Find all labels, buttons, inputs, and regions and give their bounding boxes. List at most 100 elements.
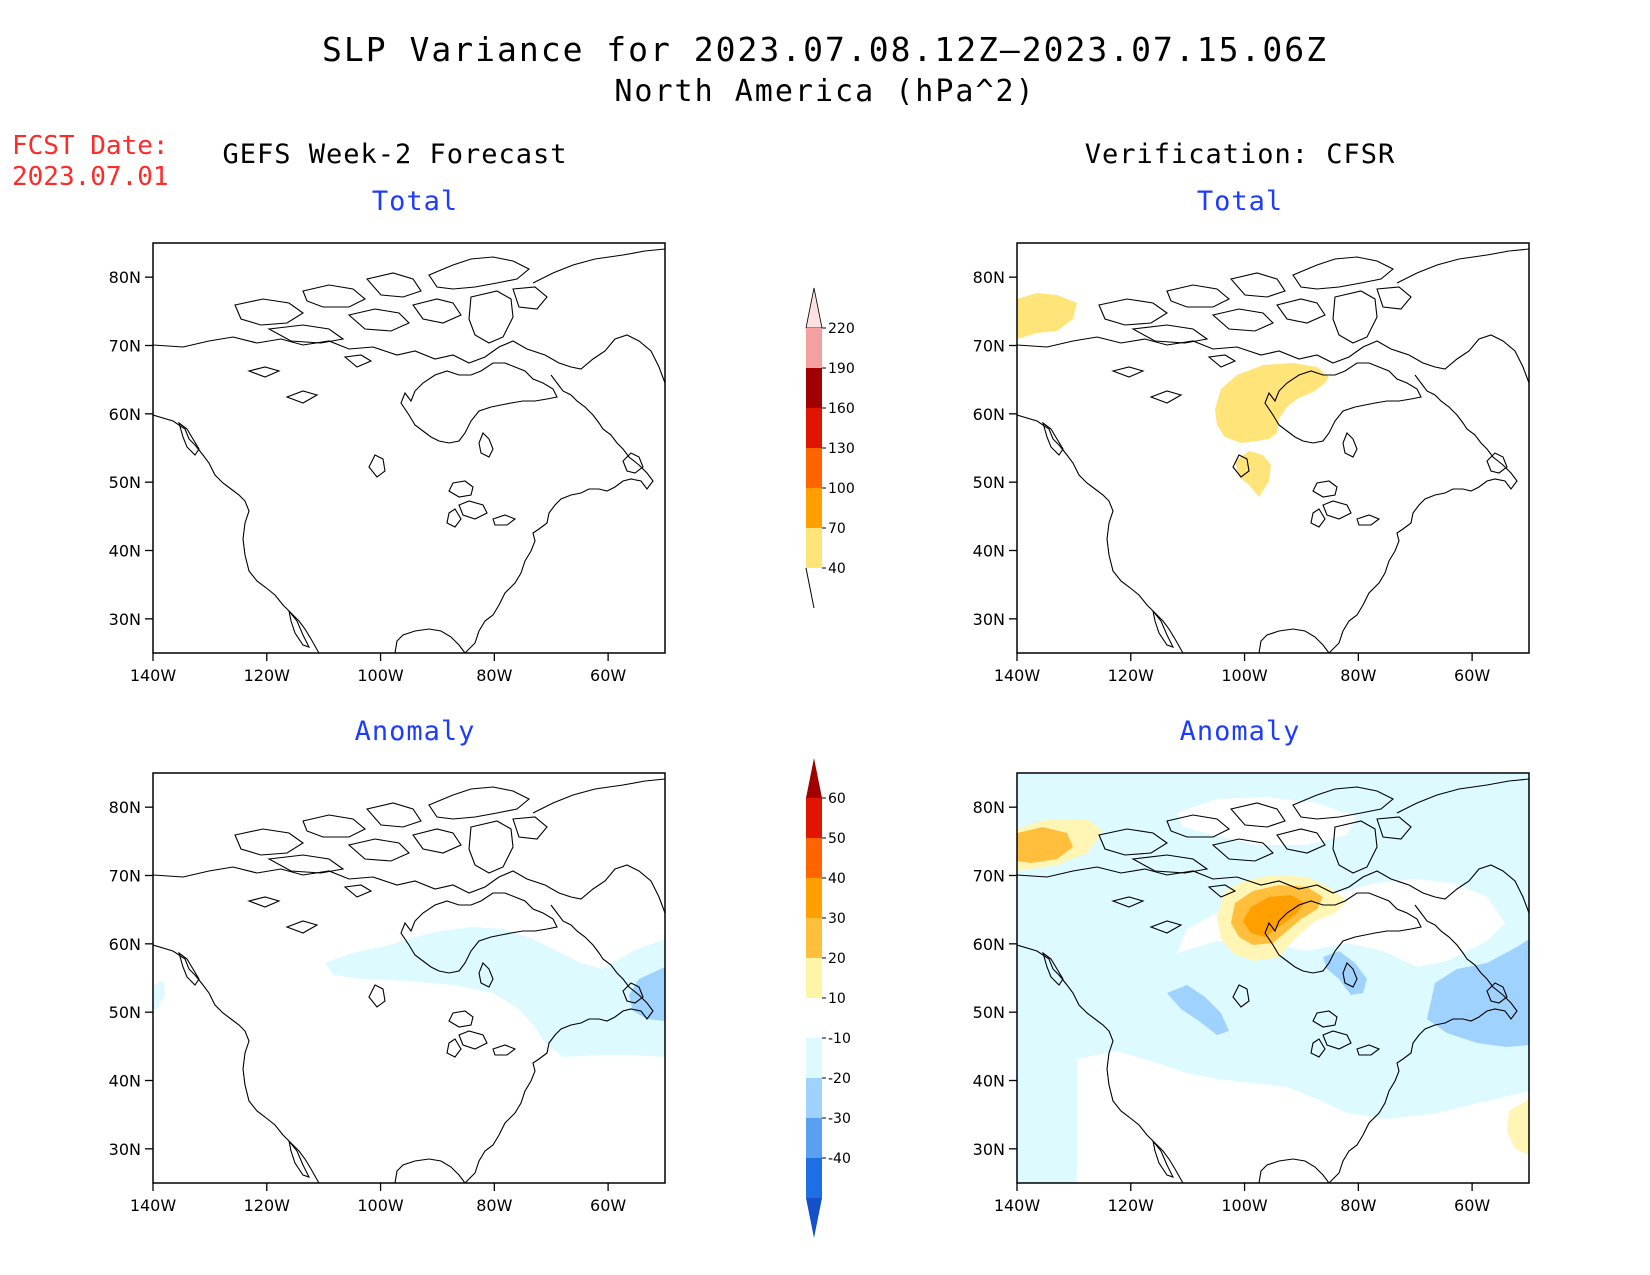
lon-label: 140W [130, 1196, 177, 1215]
colorbar-bottom-tail [805, 567, 815, 609]
colorbar-segment [806, 1158, 822, 1198]
anomaly-region-west-edge [153, 981, 165, 1009]
colorbar-segment [806, 368, 822, 408]
colorbar-label: 160 [828, 401, 855, 417]
colorbar-label: 190 [828, 361, 855, 377]
map-panel-verification-anomaly [1016, 772, 1530, 1184]
lat-label: 80N [109, 268, 141, 287]
lat-label: 60N [973, 405, 1005, 424]
anomaly-region-positive-atlantic [1507, 1099, 1529, 1155]
anomaly-region-positive-hudson-core [1243, 895, 1305, 937]
lat-label: 50N [973, 1003, 1005, 1022]
lat-label: 30N [109, 610, 141, 629]
fcst-date-label: FCST Date: [12, 131, 169, 161]
colorbar-segment [806, 1078, 822, 1118]
lon-label: 60W [1454, 1196, 1490, 1215]
anomaly-region-atlantic [629, 967, 665, 1021]
map-frame [152, 772, 666, 1184]
figure-title: SLP Variance for 2023.07.08.12Z–2023.07.… [322, 30, 1328, 69]
lat-label: 40N [109, 1072, 141, 1091]
lat-label: 40N [973, 1072, 1005, 1091]
lon-label: 120W [244, 1196, 291, 1215]
lat-label: 70N [109, 867, 141, 886]
lat-label: 30N [109, 1140, 141, 1159]
lon-label: 60W [590, 1196, 626, 1215]
lat-label: 40N [109, 542, 141, 561]
colorbar-segment [806, 998, 822, 1038]
fcst-date-value: 2023.07.01 [12, 162, 169, 192]
lat-label: 80N [973, 798, 1005, 817]
lon-label: 80W [1340, 666, 1376, 685]
lon-label: 100W [1221, 1196, 1268, 1215]
colorbar-top-arrow [805, 287, 823, 329]
colorbar-segment [806, 448, 822, 488]
colorbar-segment [806, 488, 822, 528]
lat-label: 30N [973, 610, 1005, 629]
lat-label: 70N [973, 337, 1005, 356]
colorbar-label: 60 [828, 791, 846, 807]
lon-label: 100W [1221, 666, 1268, 685]
colorbar-segment [806, 958, 822, 998]
colorbar-segment [806, 1038, 822, 1078]
lat-label: 60N [109, 935, 141, 954]
panel-title-forecast-anomaly: Anomaly [354, 716, 476, 747]
colorbar-total: 220 190 160 130 100 70 40 [805, 287, 855, 609]
figure-subtitle: North America (hPa^2) [614, 74, 1036, 109]
lon-label: 120W [1108, 666, 1155, 685]
anomaly-region-negative-2 [1323, 951, 1367, 995]
variance-region-arctic [1017, 293, 1077, 339]
lon-label: 80W [476, 666, 512, 685]
anomaly-region-positive-arctic-inner [1017, 827, 1073, 863]
map-frame [1016, 772, 1530, 1184]
lat-label: 70N [973, 867, 1005, 886]
lon-label: 100W [357, 1196, 404, 1215]
colorbar-label: 130 [828, 441, 855, 457]
colorbar-label: 220 [828, 321, 855, 337]
lat-label: 40N [973, 542, 1005, 561]
anomaly-region-canada [325, 927, 665, 1057]
lat-label: 70N [109, 337, 141, 356]
variance-region-plains [1235, 451, 1271, 497]
colorbar-bottom-arrow [806, 1198, 822, 1238]
colorbar-label: 10 [828, 991, 846, 1007]
colorbar-segment [806, 328, 822, 368]
lon-label: 60W [1454, 666, 1490, 685]
colorbar-label: 40 [828, 871, 846, 887]
lat-label: 60N [109, 405, 141, 424]
colorbar-label: -30 [828, 1111, 851, 1127]
lat-label: 50N [973, 473, 1005, 492]
lon-label: 80W [1340, 1196, 1376, 1215]
lat-label: 30N [973, 1140, 1005, 1159]
left-column-title: GEFS Week-2 Forecast [222, 139, 568, 170]
colorbar-segment [806, 408, 822, 448]
colorbar-label: -10 [828, 1031, 851, 1047]
colorbar-label: 40 [828, 561, 846, 577]
lon-label: 60W [590, 666, 626, 685]
lon-label: 120W [244, 666, 291, 685]
anomaly-region-negative-3 [1427, 939, 1529, 1047]
map-panel-forecast-total [152, 242, 666, 654]
lat-label: 80N [973, 268, 1005, 287]
lon-label: 100W [357, 666, 404, 685]
lat-label: 80N [109, 798, 141, 817]
anomaly-region-negative-1 [1167, 985, 1229, 1035]
panel-title-verification-total: Total [1196, 186, 1284, 217]
colorbar-segment [806, 1118, 822, 1158]
colorbar-segment [806, 798, 822, 838]
colorbar-segment [806, 918, 822, 958]
colorbar-top-arrow [806, 758, 822, 798]
colorbar-label: -40 [828, 1151, 851, 1167]
panel-title-verification-anomaly: Anomaly [1179, 716, 1301, 747]
anomaly-region-neutral-south [1077, 1051, 1529, 1183]
axes-layer: 80N 70N 60N 50N 40N 30N 140W 120W 100W 80W 60W 80N 7… [109, 268, 1491, 1215]
lat-label: 60N [973, 935, 1005, 954]
lon-label: 140W [994, 666, 1041, 685]
colorbar-label: 50 [828, 831, 846, 847]
colorbar-segment [806, 838, 822, 878]
lon-label: 120W [1108, 1196, 1155, 1215]
lat-label: 50N [109, 473, 141, 492]
panel-title-forecast-total: Total [371, 186, 459, 217]
lat-label: 50N [109, 1003, 141, 1022]
right-column-title: Verification: CFSR [1084, 139, 1396, 170]
